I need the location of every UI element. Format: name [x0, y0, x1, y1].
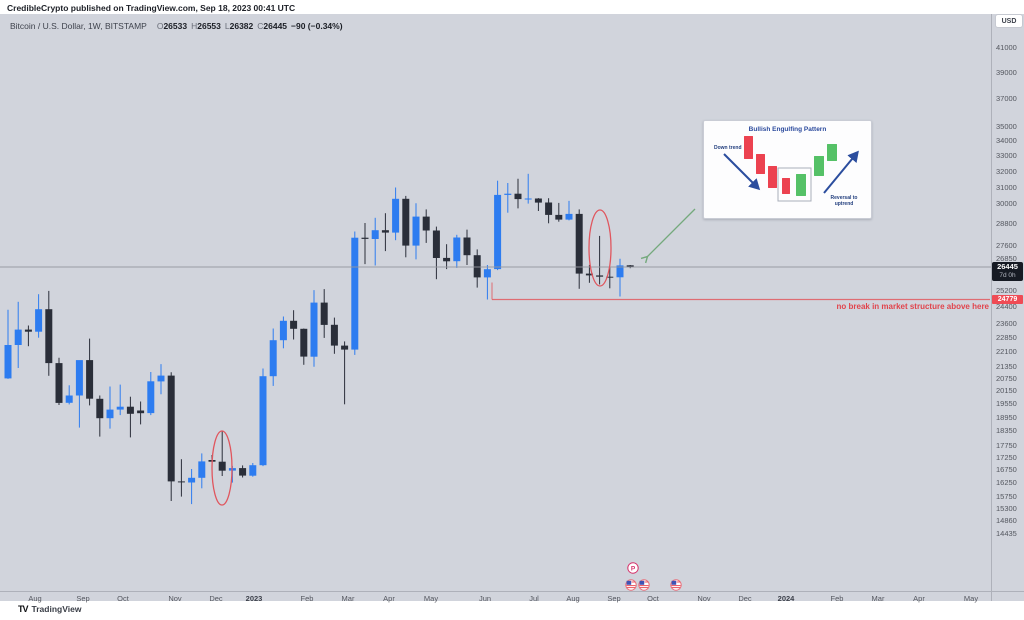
time-tick-label: Aug — [28, 594, 42, 603]
time-tick-label: Jun — [478, 594, 492, 603]
low-value: 26382 — [229, 21, 254, 31]
currency-toggle-button[interactable]: USD — [995, 14, 1023, 28]
inset-candle-green — [827, 144, 837, 161]
price-tick-label: 16750 — [996, 465, 1017, 475]
close-value: 26445 — [263, 21, 288, 31]
open-label: O — [156, 21, 164, 31]
time-tick-label: Mar — [341, 594, 355, 603]
time-tick-label: 2023 — [245, 594, 263, 603]
price-tick-label: 20750 — [996, 373, 1017, 383]
price-tick-label: 22850 — [996, 332, 1017, 342]
price-tick-label: 37000 — [996, 94, 1017, 104]
time-tick-label: Oct — [647, 594, 659, 603]
price-tick-label: 30000 — [996, 198, 1017, 208]
price-tick-label: 26850 — [996, 254, 1017, 264]
price-tick-label: 15750 — [996, 491, 1017, 501]
tradingview-brand-name: TradingView — [31, 604, 82, 614]
time-tick-label: May — [963, 594, 979, 603]
tradingview-logo-icon: TV — [18, 604, 28, 614]
inset-candle-red — [782, 178, 790, 194]
time-tick-label: Oct — [117, 594, 129, 603]
inset-trend-arrow — [723, 153, 761, 191]
inset-candle-green — [796, 174, 806, 196]
price-tick-label: 27600 — [996, 240, 1017, 250]
bar-countdown: 7d 0h — [999, 272, 1016, 279]
price-tick-label: 16250 — [996, 478, 1017, 488]
tradingview-brand[interactable]: TV TradingView — [18, 604, 81, 614]
price-tick-label: 24400 — [996, 302, 1017, 312]
inset-pattern-figure — [723, 136, 859, 202]
time-tick-label: Dec — [738, 594, 752, 603]
price-tick-label: 21350 — [996, 361, 1017, 371]
time-tick-label: Apr — [383, 594, 395, 603]
time-tick-label: Feb — [830, 594, 844, 603]
price-axis[interactable]: 41000 39000 37000 35000 34000 33000 32000 31000… — [991, 14, 1024, 601]
time-tick-label: May — [423, 594, 439, 603]
price-tick-label: 22100 — [996, 346, 1017, 356]
inset-reversal-label: Reversal to uptrend — [830, 195, 858, 207]
symbol-title[interactable]: Bitcoin / U.S. Dollar, 1W, BITSTAMP — [10, 21, 147, 31]
high-label: H — [191, 21, 198, 31]
chart-background[interactable] — [0, 14, 1024, 601]
time-axis[interactable]: Aug Sep Oct Nov Dec 2023 Feb Mar Apr May Jun Jul Aug… — [0, 591, 1024, 603]
time-tick-label: Sep — [607, 594, 621, 603]
symbol-legend[interactable]: Bitcoin / U.S. Dollar, 1W, BITSTAMP O2653… — [10, 21, 343, 31]
price-tick-label: 18950 — [996, 412, 1017, 422]
time-tick-label: Nov — [697, 594, 711, 603]
time-tick-label: Sep — [76, 594, 90, 603]
price-tick-label: 31000 — [996, 182, 1017, 192]
price-tick-label: 14860 — [996, 516, 1017, 526]
change-value: −90 (−0.34%) — [291, 21, 343, 31]
price-tick-label: 25200 — [996, 286, 1017, 296]
close-label: C — [257, 21, 264, 31]
low-label: L — [224, 21, 230, 31]
price-tick-label: 32000 — [996, 166, 1017, 176]
high-value: 26553 — [197, 21, 221, 31]
time-tick-label: Feb — [300, 594, 314, 603]
inset-candle-green — [814, 156, 824, 176]
inset-trend-arrow — [823, 150, 859, 194]
inset-candle-red — [744, 136, 753, 159]
inset-candle-red — [768, 166, 777, 188]
time-tick-label: 2024 — [777, 594, 795, 603]
time-tick-label: Aug — [566, 594, 580, 603]
price-tick-label: 34000 — [996, 136, 1017, 146]
price-tick-label: 41000 — [996, 42, 1017, 52]
time-tick-label: Mar — [871, 594, 885, 603]
bullish-engulfing-inset-card: Bullish Engulfing Pattern Down trend Rev… — [703, 120, 872, 219]
support-price-label: 24779 — [992, 295, 1023, 304]
market-structure-note[interactable]: no break in market structure above here — [836, 302, 990, 311]
published-caption: CredibleCrypto published on TradingView.… — [7, 3, 296, 13]
current-price-label: 26445 7d 0h — [992, 262, 1023, 281]
price-tick-label: 14435 — [996, 528, 1017, 538]
time-tick-label: Nov — [168, 594, 182, 603]
price-tick-label: 15300 — [996, 503, 1017, 513]
price-tick-label: 17250 — [996, 452, 1017, 462]
price-tick-label: 28800 — [996, 219, 1017, 229]
price-tick-label: 17750 — [996, 440, 1017, 450]
time-tick-label: Dec — [209, 594, 223, 603]
current-price-value: 26445 — [997, 262, 1018, 271]
price-tick-label: 35000 — [996, 121, 1017, 131]
price-tick-label: 23600 — [996, 318, 1017, 328]
price-tick-label: 39000 — [996, 67, 1017, 77]
time-tick-label: Jul — [529, 594, 539, 603]
inset-candle-red — [756, 154, 765, 174]
open-value: 26533 — [163, 21, 188, 31]
inset-engulfing-box — [777, 167, 812, 202]
price-tick-label: 19550 — [996, 399, 1017, 409]
price-tick-label: 20150 — [996, 386, 1017, 396]
price-tick-label: 18350 — [996, 426, 1017, 436]
inset-title: Bullish Engulfing Pattern — [748, 126, 827, 133]
inset-downtrend-label: Down trend — [714, 145, 742, 151]
price-tick-label: 33000 — [996, 151, 1017, 161]
time-tick-label: Apr — [913, 594, 925, 603]
